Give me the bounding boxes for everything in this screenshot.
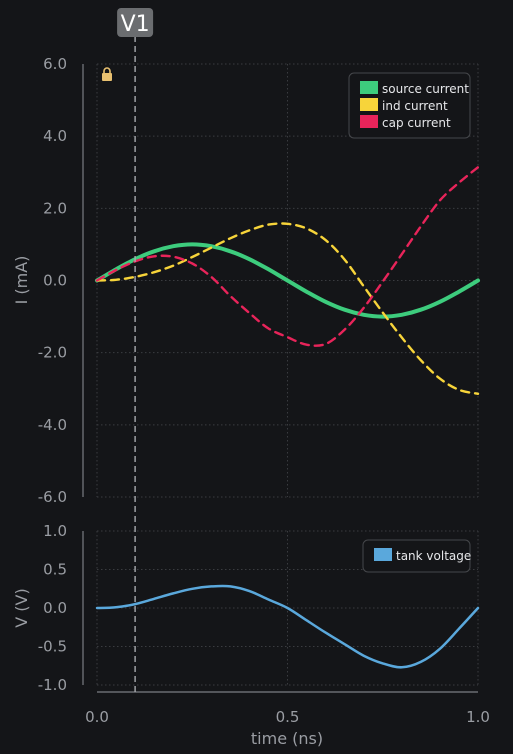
current-y-tick-label: 2.0 xyxy=(43,199,67,217)
legend-label-ind-current: ind current xyxy=(382,99,448,113)
cursor-label[interactable]: V1 xyxy=(121,12,150,37)
x-axis-label: time (ns) xyxy=(251,729,323,748)
x-tick-label: 0.5 xyxy=(276,708,300,726)
legend-label-cap-current: cap current xyxy=(382,116,451,130)
legend-swatch-source-current xyxy=(360,81,378,94)
current-y-tick-label: 0.0 xyxy=(43,272,67,290)
voltage-y-tick-label: 0.0 xyxy=(43,599,67,617)
lock-icon-body xyxy=(102,73,112,81)
cursor-layer[interactable]: V1 xyxy=(102,8,154,692)
series-line-cap-current xyxy=(95,166,480,347)
voltage-y-tick-label: -0.5 xyxy=(38,638,67,656)
voltage-legend: tank voltage xyxy=(362,539,471,573)
series-line-tank-voltage xyxy=(95,584,480,669)
legend-label-tank-voltage: tank voltage xyxy=(396,549,471,563)
voltage-y-tick-label: -1.0 xyxy=(38,676,67,694)
legend-swatch-tank-voltage xyxy=(374,548,392,561)
lock-icon-shackle xyxy=(103,67,111,73)
current-y-tick-label: 6.0 xyxy=(43,55,67,73)
series-line-source-current xyxy=(95,242,480,319)
voltage-y-tick-label: 0.5 xyxy=(43,561,67,579)
legend-swatch-cap-current xyxy=(360,115,378,128)
voltage-plot-panel: 1.0 0.5 0.0 -0.5 -1.0 V (V) tank voltage 0.0 0.5… xyxy=(12,522,490,748)
x-tick-label: 0.0 xyxy=(85,708,109,726)
voltage-y-axis-label: V (V) xyxy=(12,588,31,627)
current-legend-box xyxy=(348,72,471,139)
legend-swatch-ind-current xyxy=(360,98,378,111)
series-line-ind-current xyxy=(95,222,480,395)
lock-icon[interactable] xyxy=(102,67,112,81)
cursor-label-box[interactable] xyxy=(117,8,154,37)
current-y-tick-label: -4.0 xyxy=(38,416,67,434)
current-y-axis-label: I (mA) xyxy=(12,256,31,305)
current-y-tick-label: 4.0 xyxy=(43,127,67,145)
current-legend: source current ind current cap current xyxy=(348,72,471,139)
current-y-tick-label: -2.0 xyxy=(38,344,67,362)
x-tick-label: 1.0 xyxy=(466,708,490,726)
current-y-tick-label: -6.0 xyxy=(38,488,67,506)
voltage-y-tick-label: 1.0 xyxy=(43,522,67,540)
legend-label-source-current: source current xyxy=(382,82,469,96)
current-plot-panel: 6.0 4.0 2.0 0.0 -2.0 -4.0 -6.0 I (mA) source cur… xyxy=(12,55,480,506)
